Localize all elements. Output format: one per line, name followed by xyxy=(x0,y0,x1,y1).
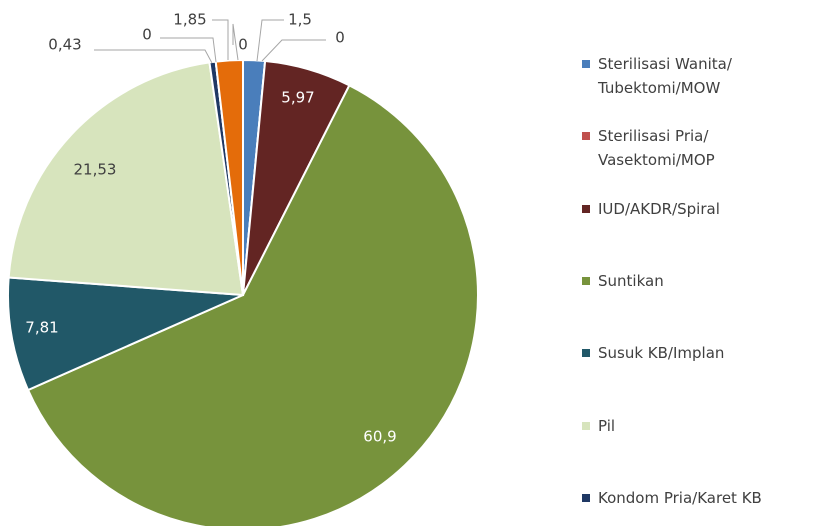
legend-item: Suntikan xyxy=(582,269,797,293)
legend-swatch xyxy=(582,276,590,285)
leader-line xyxy=(261,39,326,62)
data-label: 0 xyxy=(142,26,152,44)
legend-label: Sterilisasi Pria/ Vasektomi/MOP xyxy=(598,127,715,170)
legend-label: IUD/AKDR/Spiral xyxy=(598,199,720,218)
legend-swatch xyxy=(582,349,590,358)
data-label: 21,53 xyxy=(74,161,117,179)
pie-slice xyxy=(7,61,245,297)
leader-line xyxy=(212,19,229,60)
data-label: 1,85 xyxy=(173,11,206,29)
legend-swatch xyxy=(582,493,590,502)
leader-line xyxy=(94,49,213,64)
legend-label: Suntikan xyxy=(598,271,664,290)
leader-line xyxy=(232,23,239,61)
leader-line xyxy=(256,19,284,62)
legend-label: Susuk KB/Implan xyxy=(598,344,725,363)
legend-item: Pil xyxy=(582,414,797,438)
data-label: 5,97 xyxy=(281,89,314,107)
data-label: 0,43 xyxy=(48,36,81,54)
data-label: 60,9 xyxy=(363,428,396,446)
legend-item: Kondom Pria/Karet KB xyxy=(582,486,797,510)
legend-swatch xyxy=(582,421,590,430)
legend-swatch xyxy=(582,204,590,213)
pie-slice xyxy=(7,276,244,392)
data-label: 0 xyxy=(238,36,248,54)
pie-slice xyxy=(26,84,479,526)
legend-label: Pil xyxy=(598,416,616,435)
data-label: 7,81 xyxy=(25,319,58,337)
data-label: 0 xyxy=(335,29,345,47)
data-label: 1,5 xyxy=(288,11,312,29)
leader-line xyxy=(160,37,217,63)
legend-item: Susuk KB/Implan xyxy=(582,341,797,365)
legend-item: IUD/AKDR/Spiral xyxy=(582,197,797,221)
legend-label: Sterilisasi Wanita/ Tubektomi/MOW xyxy=(598,55,732,97)
legend-item: Sterilisasi Pria/ Vasektomi/MOP xyxy=(582,124,797,172)
legend-label: Kondom Pria/Karet KB xyxy=(598,488,762,507)
legend-swatch xyxy=(582,132,590,141)
legend-swatch xyxy=(582,60,590,68)
legend-item: Sterilisasi Wanita/ Tubektomi/MOW xyxy=(582,52,797,100)
